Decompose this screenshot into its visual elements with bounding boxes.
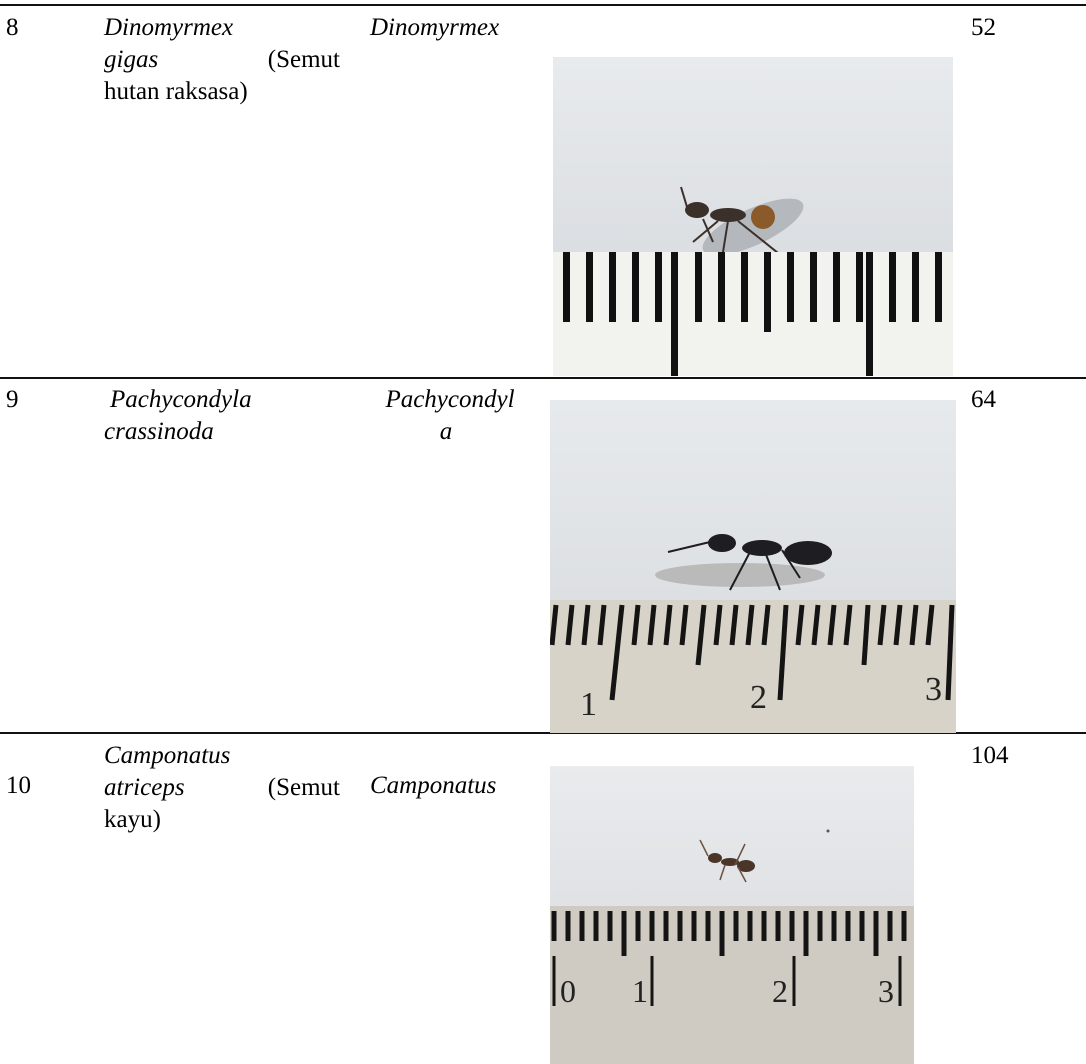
specimen-photo: 0 1 2 3 xyxy=(550,766,914,1064)
ruler-label: 1 xyxy=(580,686,597,723)
genus-cell: Pachycondyl a xyxy=(370,384,530,448)
common-name: kayu) xyxy=(104,806,161,833)
row-number: 10 xyxy=(6,772,31,799)
species-name-cell: Dinomyrmex gigas (Semut hutan raksasa) xyxy=(104,12,340,108)
species-name-cell: Camponatus atriceps (Semut kayu) xyxy=(104,740,340,836)
species-epithet: atriceps xyxy=(104,774,185,801)
ruler-ticks xyxy=(563,252,942,376)
row-number: 9 xyxy=(6,386,19,413)
species-name-line: Camponatus xyxy=(104,742,231,769)
ruler-label: 3 xyxy=(925,671,942,708)
genus-cell: Dinomyrmex xyxy=(370,14,500,41)
ant-specimen xyxy=(699,839,755,883)
species-name-line: atriceps (Semut xyxy=(104,772,340,804)
specimen-photo xyxy=(553,57,953,376)
table-rule-row-10 xyxy=(0,732,1086,734)
species-epithet: gigas xyxy=(104,46,159,73)
specimen-photo: 1 2 3 xyxy=(550,400,956,733)
ruler-ticks xyxy=(550,604,955,701)
ruler-label: 2 xyxy=(750,679,767,716)
common-name: (Semut xyxy=(267,46,340,73)
species-name-line: Dinomyrmex xyxy=(104,14,234,41)
count-cell: 64 xyxy=(971,386,996,413)
ant-specimen xyxy=(667,534,832,591)
ruler-label: 0 xyxy=(560,973,576,1009)
count-cell: 104 xyxy=(971,742,1009,769)
species-name-line: Pachycondyla xyxy=(110,386,252,413)
common-name: (Semut xyxy=(267,774,340,801)
count-cell: 52 xyxy=(971,14,996,41)
species-name-line: crassinoda xyxy=(104,418,214,445)
table-rule-row-9 xyxy=(0,377,1086,379)
genus-line: a xyxy=(439,418,453,445)
species-name-cell: Pachycondyla crassinoda xyxy=(104,384,252,448)
ruler-label: 3 xyxy=(878,973,894,1009)
genus-cell: Camponatus xyxy=(370,772,497,799)
species-name-line: gigas (Semut xyxy=(104,44,340,76)
row-number: 8 xyxy=(6,14,19,41)
ant-specimen xyxy=(680,186,784,258)
ruler-ticks xyxy=(551,911,907,956)
table-rule-top xyxy=(0,4,1086,6)
ruler-label: 2 xyxy=(772,973,788,1009)
common-name: hutan raksasa) xyxy=(104,78,248,105)
ruler-label: 1 xyxy=(632,973,648,1009)
genus-line: Pachycondyl xyxy=(385,386,515,413)
